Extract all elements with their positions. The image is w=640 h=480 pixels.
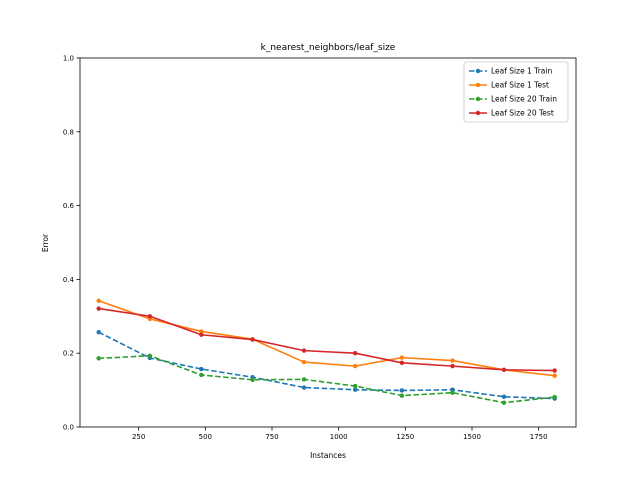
x-tick-label: 250: [132, 433, 145, 441]
series-1-point: [501, 394, 507, 399]
legend-marker-4: [475, 110, 481, 116]
series-1-point: [96, 329, 101, 335]
series-3-point: [147, 353, 153, 358]
series-4-point: [501, 367, 507, 373]
series-4-point: [250, 337, 255, 342]
series-4-point: [301, 348, 307, 353]
series-2-point: [301, 359, 307, 365]
series-4-point: [552, 368, 557, 373]
y-tick-label: 0.2: [63, 350, 74, 358]
series-3-point: [353, 383, 358, 389]
series-2-point: [552, 373, 557, 378]
x-tick-label: 1500: [463, 433, 481, 441]
series-1-point: [399, 388, 405, 393]
series-2-point: [353, 363, 358, 369]
series-4-point: [147, 314, 153, 319]
series-3-point: [501, 400, 507, 405]
series-1-point: [301, 385, 307, 390]
series-1-point: [199, 366, 204, 372]
axes-frame: [79, 57, 577, 428]
series-4-point: [96, 306, 101, 311]
series-2-point: [399, 355, 405, 360]
legend-label-4: Leaf Size 20 Test: [491, 109, 554, 118]
chart-title: k_nearest_neighbors/leaf_size: [261, 43, 396, 53]
legend-box: [463, 61, 569, 123]
series-3-point: [552, 394, 557, 400]
plot-area: 250 500 750 1000 1250 1500 1750 0.0 0.2 0.4 0.6 0.8…: [63, 55, 577, 441]
series-3-point: [450, 390, 455, 395]
legend-marker-2: [475, 82, 481, 88]
y-tick-label: 0.0: [63, 424, 74, 432]
series-line-3: [98, 354, 555, 404]
y-axis-label: Error: [41, 233, 50, 252]
series-4-point: [399, 360, 405, 365]
series-3-point: [250, 377, 255, 382]
y-tick-label: 1.0: [63, 55, 74, 63]
x-tick-label: 500: [199, 433, 212, 441]
series-4-point: [450, 363, 455, 369]
legend-marker-3: [475, 96, 481, 102]
y-tick-label: 0.8: [63, 128, 74, 136]
series-3-point: [199, 372, 204, 378]
x-tick-label: 1000: [330, 433, 348, 441]
y-tick-label: 0.4: [63, 276, 75, 284]
legend-marker-1: [475, 68, 481, 74]
series-2-point: [199, 329, 204, 334]
series-line-1: [98, 331, 555, 400]
series-1-point: [353, 387, 358, 392]
legend-label-3: Leaf Size 20 Train: [491, 95, 557, 104]
y-tick-label: 0.6: [63, 202, 75, 210]
series-3-point: [96, 356, 101, 361]
series-4-point: [199, 332, 204, 337]
x-tick-label: 1750: [530, 433, 548, 441]
series-4-point: [353, 351, 358, 356]
series-3-point: [399, 393, 405, 398]
legend-label-2: Leaf Size 1 Test: [491, 81, 549, 90]
series-2-point: [450, 358, 455, 363]
x-tick-label: 1250: [396, 433, 414, 441]
series-line-4: [98, 307, 555, 372]
x-tick-label: 750: [265, 433, 278, 441]
series-3-point: [301, 377, 307, 382]
series-2-point: [96, 298, 101, 304]
legend: Leaf Size 1 Train Leaf Size 1 Test Leaf Si…: [463, 61, 569, 123]
x-axis-label: Instances: [310, 451, 346, 460]
legend-label-1: Leaf Size 1 Train: [491, 67, 552, 76]
